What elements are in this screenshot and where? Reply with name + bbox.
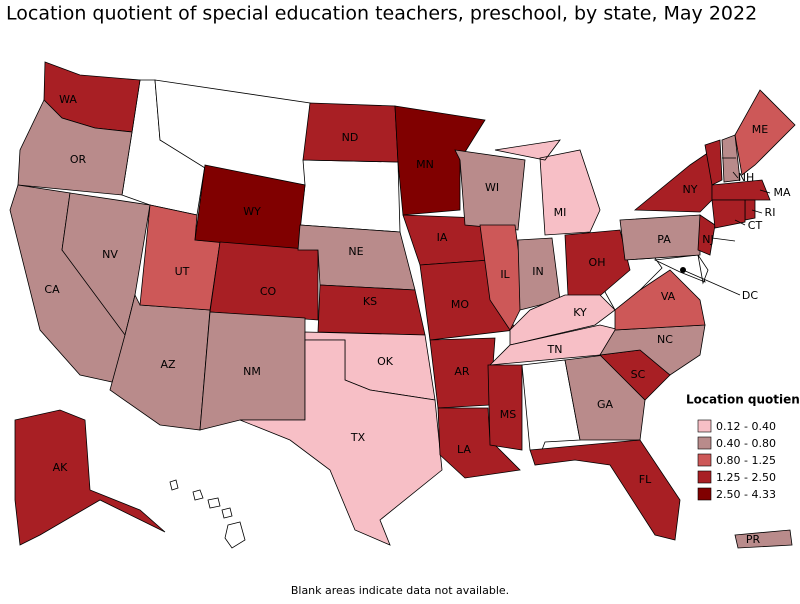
state-shape: [437, 407, 521, 479]
leader-lines: [682, 157, 771, 296]
state-shape: [734, 89, 796, 176]
state-label: TN: [547, 343, 563, 356]
state-label: LA: [457, 443, 471, 456]
blank-areas: [121, 79, 709, 549]
state-shape: [479, 224, 526, 331]
state-label: OH: [589, 256, 606, 269]
state-label: NM: [243, 365, 261, 378]
legend-title: Location quotient: [686, 393, 800, 407]
state-label: AR: [454, 365, 470, 378]
state-shape: [564, 229, 631, 301]
state-label: IA: [437, 231, 448, 244]
hawaii: [169, 479, 246, 549]
state-label: TX: [350, 431, 366, 444]
state-label: ND: [342, 131, 359, 144]
state-shape: [209, 241, 319, 321]
state-label: SC: [631, 368, 646, 381]
state-shape: [14, 409, 166, 546]
state-label: OK: [377, 355, 394, 368]
state-label: IL: [500, 268, 510, 281]
state-label: AK: [53, 461, 69, 474]
state-label: KS: [363, 295, 377, 308]
state-label: WA: [59, 93, 77, 106]
state-label: GA: [597, 398, 614, 411]
state-shape: [17, 99, 133, 196]
state-label: CT: [748, 219, 763, 232]
legend-swatch: [697, 436, 712, 450]
state-label: VA: [661, 290, 676, 303]
state-shape: [744, 199, 756, 221]
state-label: NC: [657, 333, 673, 346]
legend-swatch: [697, 453, 712, 467]
state-label: MS: [500, 408, 516, 421]
map-title: Location quotient of special education t…: [6, 3, 757, 25]
state-label: NV: [102, 248, 118, 261]
legend-swatch: [697, 419, 712, 433]
state-label: IN: [532, 265, 543, 278]
state-label: ME: [752, 123, 768, 136]
state-shape: [394, 105, 486, 216]
state-label: DC: [742, 289, 758, 302]
legend-label: 2.50 - 4.33: [716, 488, 776, 501]
state-label: WY: [243, 205, 261, 218]
state-shape: [494, 139, 601, 236]
state-shape: [487, 364, 523, 451]
state-label: NJ: [702, 233, 713, 246]
state-shape: [697, 214, 716, 256]
state-label: AZ: [160, 358, 176, 371]
state-label: NE: [348, 245, 363, 258]
legend-label: 0.80 - 1.25: [716, 454, 776, 467]
state-label: RI: [765, 206, 776, 219]
state-shape: [619, 214, 701, 261]
footnote: Blank areas indicate data not available.: [291, 584, 509, 597]
state-label: CA: [44, 283, 60, 296]
state-shape: [711, 179, 771, 201]
state-shape: [564, 354, 646, 441]
state-label: MI: [554, 206, 567, 219]
states: WA OR CA NV AZ UT WY CO NM ND NE KS OK TX MN IA MO AR LA WI…: [9, 61, 796, 549]
dc-marker: [680, 267, 686, 273]
state-label: OR: [70, 153, 87, 166]
state-shape: [711, 199, 746, 229]
state-shape: [721, 134, 741, 183]
state-shape: [704, 139, 723, 186]
state-shape: [239, 339, 443, 546]
state-shape: [317, 284, 426, 336]
legend-swatch: [697, 487, 712, 501]
state-label: UT: [175, 265, 190, 278]
state-label: WI: [485, 181, 499, 194]
state-shape: [633, 149, 713, 213]
state-label: FL: [639, 473, 652, 486]
state-label: MO: [451, 298, 469, 311]
state-label: CO: [260, 285, 277, 298]
state-label: MA: [773, 186, 790, 199]
state-shape: [734, 529, 793, 549]
state-shape: [529, 439, 681, 541]
state-label: MN: [416, 158, 434, 171]
legend-swatch: [697, 470, 712, 484]
legend-label: 0.40 - 0.80: [716, 437, 776, 450]
legend-label: 0.12 - 0.40: [716, 420, 776, 433]
state-label: NY: [683, 183, 698, 196]
state-label: KY: [573, 306, 587, 319]
legend: Location quotient 0.12 - 0.40 0.40 - 0.80…: [686, 393, 800, 502]
state-label: PR: [746, 533, 761, 546]
state-shape: [614, 269, 706, 331]
state-label: PA: [657, 233, 671, 246]
legend-label: 1.25 - 2.50: [716, 471, 776, 484]
